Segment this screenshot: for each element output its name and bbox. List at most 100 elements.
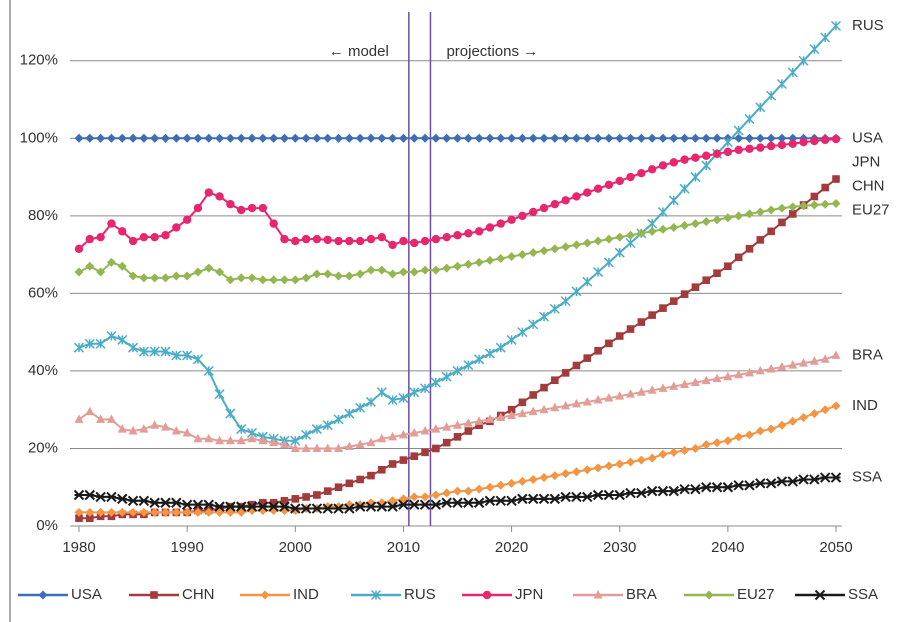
marker	[257, 501, 269, 512]
marker	[647, 226, 657, 236]
marker	[106, 507, 116, 517]
marker	[138, 495, 150, 507]
marker	[74, 507, 84, 517]
marker	[269, 133, 279, 143]
marker	[354, 501, 366, 512]
marker	[787, 67, 798, 78]
marker	[215, 192, 224, 201]
marker	[788, 139, 797, 148]
marker	[756, 143, 765, 152]
marker	[138, 346, 149, 357]
marker	[85, 406, 95, 416]
marker	[432, 444, 440, 453]
marker	[594, 346, 602, 355]
marker	[388, 431, 398, 441]
marker	[626, 389, 636, 398]
marker	[507, 252, 517, 262]
marker	[777, 140, 787, 150]
marker	[561, 133, 571, 143]
marker	[431, 265, 441, 275]
marker	[690, 219, 700, 229]
marker	[442, 438, 451, 447]
marker	[248, 500, 256, 509]
marker	[713, 269, 721, 278]
marker	[507, 478, 517, 488]
marker	[560, 491, 571, 503]
marker	[355, 402, 366, 413]
marker	[810, 136, 819, 146]
marker	[247, 433, 257, 443]
marker	[365, 396, 377, 407]
marker	[290, 503, 301, 514]
marker	[171, 426, 181, 435]
marker	[269, 219, 278, 228]
marker	[74, 133, 84, 143]
annotation: projections →	[446, 43, 538, 60]
marker	[723, 147, 733, 157]
marker	[442, 232, 451, 242]
marker	[506, 334, 517, 345]
x-tick-label: 2040	[711, 539, 744, 556]
marker	[323, 133, 333, 143]
marker	[118, 227, 127, 236]
marker	[193, 507, 203, 517]
marker	[658, 133, 668, 143]
marker	[149, 346, 160, 357]
marker	[701, 440, 711, 450]
marker	[669, 297, 678, 305]
y-tick-label: 40%	[28, 362, 58, 379]
marker	[766, 133, 776, 143]
marker	[744, 133, 754, 143]
marker	[128, 426, 138, 435]
marker	[312, 234, 322, 244]
marker	[810, 192, 819, 201]
marker	[788, 202, 798, 212]
marker	[139, 424, 149, 433]
marker	[517, 476, 527, 486]
marker	[268, 501, 279, 512]
marker	[712, 133, 722, 143]
marker	[333, 414, 344, 425]
marker	[431, 424, 441, 433]
marker	[322, 503, 333, 514]
marker	[192, 354, 203, 365]
marker	[204, 263, 214, 273]
marker	[528, 319, 539, 330]
marker	[766, 205, 776, 215]
marker	[367, 471, 375, 480]
marker	[550, 200, 560, 209]
legend-marker	[814, 589, 826, 601]
marker	[604, 180, 614, 190]
marker	[312, 269, 322, 279]
marker	[712, 149, 722, 159]
marker	[744, 113, 755, 124]
legend-label: BRA	[626, 586, 657, 603]
marker	[636, 455, 646, 465]
marker	[691, 283, 700, 291]
marker	[85, 507, 95, 517]
marker	[214, 389, 225, 400]
marker	[442, 263, 452, 273]
marker	[96, 133, 106, 143]
marker	[74, 414, 84, 423]
marker	[160, 346, 171, 357]
marker	[387, 501, 398, 512]
marker	[301, 273, 311, 283]
end-label: USA	[852, 129, 883, 146]
marker	[571, 240, 581, 250]
marker	[647, 165, 657, 174]
marker	[246, 501, 258, 512]
marker	[571, 467, 581, 477]
end-label: BRA	[852, 346, 883, 363]
marker	[117, 424, 127, 433]
marker	[798, 55, 809, 66]
marker	[809, 409, 819, 419]
marker	[734, 432, 744, 442]
marker	[755, 133, 765, 143]
marker	[149, 497, 160, 508]
marker	[269, 498, 278, 507]
marker	[150, 507, 160, 517]
marker	[722, 482, 734, 493]
marker	[690, 483, 701, 495]
marker	[647, 218, 658, 229]
